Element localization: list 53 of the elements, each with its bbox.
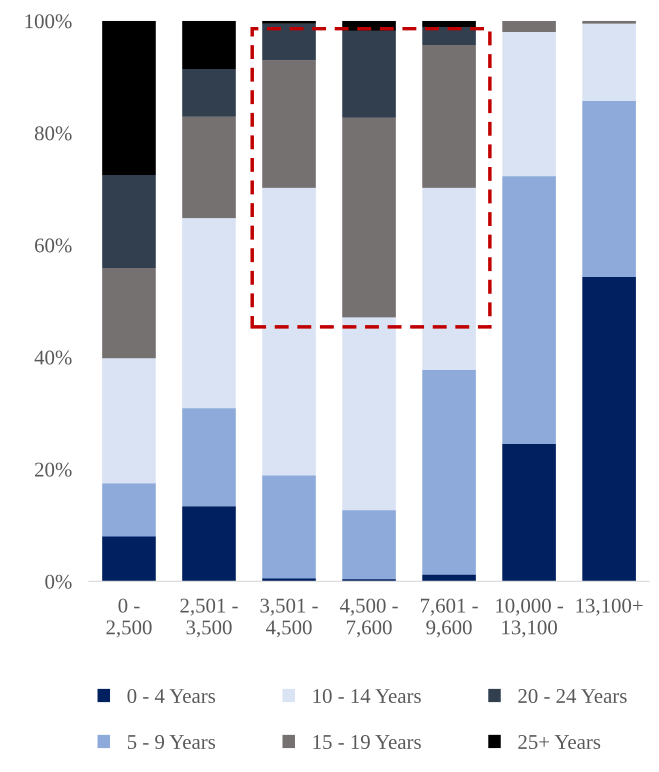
legend-label: 20 - 24 Years xyxy=(518,688,627,704)
bar xyxy=(342,118,396,318)
bar xyxy=(262,475,316,579)
x-tick-label: 4,500 - 7,600 xyxy=(340,598,398,638)
bar xyxy=(582,24,636,101)
y-tick-label: 100% xyxy=(26,14,72,28)
bar xyxy=(262,20,316,24)
y-tick-label: 20% xyxy=(35,462,72,477)
bar xyxy=(502,444,556,582)
bar xyxy=(502,20,556,32)
bar xyxy=(502,32,556,176)
x-tick-label: 13,100+ xyxy=(576,598,643,616)
bar xyxy=(342,30,396,118)
x-tick-label: 7,601 - 9,600 xyxy=(420,598,478,638)
bar xyxy=(262,578,316,582)
bar xyxy=(342,317,396,510)
x-tick-label: 3,501 - 4,500 xyxy=(260,598,318,638)
legend-label: 0 - 4 Years xyxy=(127,688,216,704)
bar xyxy=(422,370,476,575)
y-tick-label: 60% xyxy=(35,238,72,253)
bar xyxy=(502,176,556,444)
bar xyxy=(422,574,476,582)
bar xyxy=(422,188,476,370)
y-tick-label: 40% xyxy=(34,350,72,365)
y-tick-label: 0% xyxy=(45,574,72,589)
bar xyxy=(182,20,236,70)
legend-label: 5 - 9 Years xyxy=(128,735,216,750)
bar xyxy=(262,24,316,60)
bar xyxy=(582,100,636,277)
bar xyxy=(182,116,236,218)
x-tick-label: 0 - 2,500 xyxy=(106,598,152,638)
legend-label: 25+ Years xyxy=(518,735,600,750)
bar xyxy=(182,218,236,408)
y-tick-label: 80% xyxy=(34,126,72,140)
bar xyxy=(102,483,156,536)
bar xyxy=(262,60,316,188)
bar xyxy=(182,408,236,506)
bar xyxy=(262,188,316,476)
legend-label: 10 - 14 Years xyxy=(313,688,421,704)
bar xyxy=(102,268,156,358)
bar xyxy=(102,20,156,175)
bar xyxy=(342,510,396,580)
legend-label: 15 - 19 Years xyxy=(313,735,421,750)
bar xyxy=(182,506,236,582)
bar xyxy=(102,536,156,582)
bar xyxy=(422,20,476,28)
bar xyxy=(102,174,156,268)
bar xyxy=(182,69,236,117)
bar xyxy=(102,358,156,484)
x-tick-label: 2,501 - 3,500 xyxy=(180,598,238,638)
x-tick-label: 10,000 - 13,100 xyxy=(496,598,564,638)
bar xyxy=(422,44,476,188)
bar xyxy=(582,276,636,582)
